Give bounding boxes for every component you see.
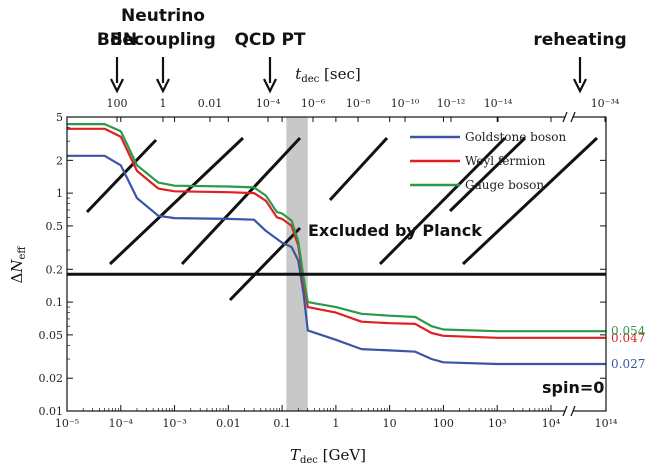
legend-label: Goldstone boson	[465, 130, 566, 144]
y-tick-label: 1	[56, 187, 63, 200]
qcd-band	[286, 117, 308, 411]
series-line	[67, 127, 606, 339]
end-value-label: 0.027	[611, 357, 645, 371]
axis-break-mark	[570, 405, 576, 417]
x-tick-label: 10⁴	[542, 417, 561, 430]
event-label: QCD PT	[234, 30, 305, 50]
hatch-lines	[85, 136, 599, 302]
event-label: Neutrino	[121, 6, 205, 26]
series-lines	[67, 123, 606, 366]
event-arrow-head	[263, 78, 277, 94]
end-value-label: 0.047	[611, 331, 645, 345]
y-tick-label: 0.02	[39, 372, 64, 385]
axis-break-mark	[562, 111, 568, 123]
top-tick-label: 10⁻¹⁴	[484, 97, 513, 110]
event-arrow-head	[110, 78, 124, 94]
y-axis-label: ΔNeff	[8, 246, 28, 284]
hatch-line	[461, 136, 599, 266]
y-tick-label: 0.05	[39, 329, 64, 342]
hatch-line	[328, 136, 389, 202]
y-tick-label: 0.1	[46, 296, 64, 309]
x-tick-label: 10³	[488, 417, 506, 430]
x-tick-label: 10⁻⁵	[55, 417, 79, 430]
top-tick-label: 10⁻¹²	[437, 97, 466, 110]
end-value-label: 0.054	[611, 324, 646, 338]
hatch-line	[108, 136, 245, 266]
top-axis-label: tdec [sec]	[295, 65, 360, 85]
y-tick-label: 0.2	[46, 263, 64, 276]
axis-ticks: 10⁻⁵ 10⁻⁴ 10⁻³ 0.01 0.1 1 10 100 10³ 10⁴ 10¹⁴ 0.01 0…	[39, 97, 620, 430]
qcd-band-rect	[286, 117, 308, 411]
spin-annotation: spin=0	[542, 378, 604, 397]
axis-break-gap	[565, 112, 573, 122]
top-tick-label: 100	[107, 97, 128, 110]
excluded-label: Excluded by Planck	[308, 221, 482, 240]
event-label: BBN	[97, 30, 137, 50]
y-tick-label: 0.5	[46, 220, 64, 233]
legend: Goldstone boson Weyl fermion Gauge boson	[410, 130, 566, 192]
x-axis-label: Tdec [GeV]	[290, 446, 366, 466]
y-tick-label: 2	[56, 154, 63, 167]
top-tick-label: 10⁻⁸	[346, 97, 371, 110]
x-tick-label: 0.1	[273, 417, 291, 430]
x-tick-label: 10	[383, 417, 397, 430]
legend-label: Weyl fermion	[465, 154, 546, 168]
event-label: decoupling	[110, 30, 216, 50]
top-tick-label: 1	[160, 97, 167, 110]
y-tick-label: 0.01	[39, 405, 64, 418]
series-line	[67, 123, 606, 333]
events: BBN Neutrino decoupling QCD PT reheating	[97, 6, 627, 94]
event-label: reheating	[533, 30, 626, 50]
x-tick-label: 10⁻⁴	[109, 417, 134, 430]
axis-break-mark	[562, 405, 568, 417]
plot-frame	[66, 116, 607, 412]
x-tick-label: 100	[433, 417, 454, 430]
top-tick-label: 10⁻³⁴	[591, 97, 620, 110]
x-tick-label: 1	[332, 417, 339, 430]
y-tick-label: 5	[56, 111, 63, 124]
x-tick-label: 10¹⁴	[595, 417, 618, 430]
top-tick-label: 10⁻⁴	[256, 97, 281, 110]
top-tick-label: 10⁻¹⁰	[391, 97, 420, 110]
hatch-line	[378, 136, 507, 266]
series-line	[67, 154, 606, 366]
hatch-line	[228, 226, 302, 302]
axis-break-gap	[565, 406, 573, 416]
top-tick-label: 0.01	[198, 97, 223, 110]
x-tick-label: 10⁻³	[162, 417, 186, 430]
legend-label: Gauge boson	[465, 178, 544, 192]
axis-break-mark	[570, 111, 576, 123]
event-arrow-head	[573, 78, 587, 94]
hatch-line	[448, 136, 527, 213]
x-tick-label: 0.01	[216, 417, 241, 430]
axis-break	[562, 111, 576, 417]
event-arrow-head	[156, 78, 170, 94]
hatch-line	[85, 138, 158, 214]
hatch-line	[180, 136, 302, 266]
top-tick-label: 10⁻⁶	[301, 97, 326, 110]
